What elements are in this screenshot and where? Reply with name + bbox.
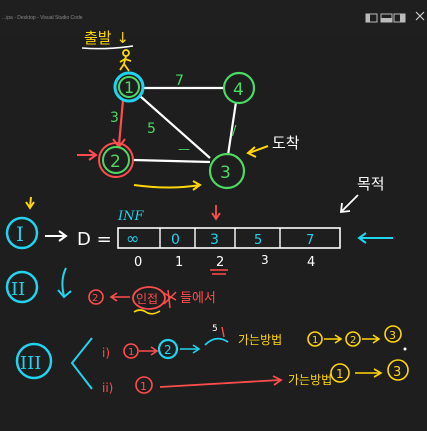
- array-cell-0: ∞: [126, 229, 139, 248]
- step3-line1-b: 2: [164, 343, 172, 357]
- edge-weight-1-4: 7: [175, 73, 184, 89]
- array-cell-1: 0: [171, 232, 180, 248]
- array-cell-4: 7: [306, 233, 314, 248]
- step3-line1-path-a: 1: [312, 335, 318, 346]
- step3-line1-path-b-badge: [345, 331, 361, 347]
- edge-1-3: [139, 95, 211, 159]
- edge-weight-4-3: /: [232, 124, 237, 139]
- adjacent-underline: [133, 309, 161, 315]
- step3-line1-a: 1: [128, 347, 134, 358]
- node-1-highlight: [113, 71, 145, 103]
- step3-line1-a-badge: [123, 343, 139, 359]
- node-3-label: 3: [220, 163, 231, 183]
- step1-label: I: [16, 222, 24, 246]
- layout-panel-icon[interactable]: [380, 12, 394, 24]
- arrive-arrow: [246, 145, 269, 158]
- distance-array-label: D =: [77, 229, 112, 250]
- red-arrow-index-2: [211, 205, 221, 221]
- step3-label: III: [20, 353, 41, 374]
- step3-line1-prefix: i): [102, 346, 110, 360]
- title-bar: ...ipa - Desktop - Visual Studio Code: [0, 0, 427, 38]
- step3-brace: [70, 337, 93, 390]
- edge-weight-1-3: 5: [147, 121, 156, 137]
- target-arrow: [339, 194, 359, 214]
- step3-line2-path-b: 3: [393, 365, 401, 380]
- adjacent-circle: [132, 286, 166, 310]
- yellow-arrow-2-to-3: [133, 180, 202, 191]
- step3-line2-long-arrow: [159, 375, 283, 388]
- array-index-0: 0: [134, 255, 142, 270]
- array-index-2: 2: [216, 255, 224, 270]
- array-cell-3: 5: [254, 233, 262, 248]
- edge-2-3: [133, 158, 211, 164]
- step1-arrow: [45, 230, 68, 242]
- step3-line2-a: 1: [140, 380, 147, 393]
- step3-line2-prefix: ii): [102, 381, 113, 395]
- edge-4-3: [226, 101, 238, 156]
- step2-badge: [5, 270, 39, 304]
- array-index-3: 3: [261, 253, 269, 267]
- step3-line2-path-b-badge: [387, 359, 409, 381]
- step3-line1-path-b: 2: [350, 335, 356, 346]
- edge-1-2: [117, 99, 125, 146]
- start-underline: [81, 45, 134, 50]
- distance-array-box: [117, 227, 341, 249]
- step3-line1-path-c: 3: [389, 329, 396, 342]
- layout-split-icon[interactable]: [393, 12, 407, 24]
- step3-line1-cyan-arrow: [180, 344, 201, 354]
- node-4-label: 4: [233, 80, 244, 100]
- node-1-label: 1: [124, 78, 134, 97]
- step3-line2-path-a: 1: [336, 367, 344, 381]
- step3-line1-dot: [403, 347, 407, 351]
- start-label: 출발 ↓: [84, 29, 129, 47]
- step3-line1-path-arrow-1: [324, 334, 343, 344]
- step3-line1-desc: 가는방법: [238, 333, 282, 347]
- arrive-label: 도착: [272, 134, 300, 152]
- step3-line1-path-a-badge: [307, 331, 323, 347]
- step1-down-arrow: [25, 196, 35, 210]
- step2-suffix: 들에서: [180, 291, 216, 306]
- step3-line2-a-badge: [135, 376, 153, 394]
- step2-arrow: [57, 267, 72, 299]
- step3-line1-b-badge: [157, 338, 179, 360]
- node-2: [102, 146, 130, 174]
- step3-line2-path-a-badge: [330, 363, 350, 383]
- array-index-4: 4: [307, 255, 315, 270]
- red-arrow-into-node-2: [77, 149, 98, 161]
- step2-circled: 인접: [136, 292, 158, 306]
- array-index-1: 1: [175, 255, 183, 270]
- node-2-highlight: [98, 142, 134, 178]
- window-title: ...ipa - Desktop - Visual Studio Code: [2, 15, 83, 21]
- step3-line1-small-arrow: [221, 326, 225, 338]
- step3-line1-path-c-badge: [384, 325, 402, 343]
- step2-left-arrow: [109, 292, 130, 302]
- step3-line1-curve: [204, 337, 229, 346]
- array-cell-2: 3: [210, 232, 219, 248]
- step3-line2-path-arrow: [355, 368, 383, 378]
- edge-weight-1-2: 3: [110, 110, 119, 126]
- step2-cross-marks: [161, 289, 177, 309]
- close-icon[interactable]: [414, 10, 426, 22]
- node-3: [208, 152, 246, 190]
- edge-weight-2-3: —: [178, 142, 190, 156]
- step3-line1-path-arrow-2: [362, 334, 381, 344]
- step3-badge: [15, 342, 53, 380]
- step3-line2-desc: 가는방법: [288, 373, 332, 387]
- step2-num: 2: [92, 293, 98, 304]
- node-2-label: 2: [110, 152, 121, 172]
- layout-sidebar-icon[interactable]: [365, 12, 379, 24]
- index-2-underline: [210, 269, 228, 275]
- node-1: [118, 76, 140, 98]
- step2-num-badge: [88, 289, 104, 305]
- walking-person-icon: [119, 49, 132, 72]
- step2-label: II: [11, 279, 25, 300]
- inf-label: INF: [117, 209, 145, 224]
- step1-badge: [5, 216, 39, 250]
- step3-line1-small: 5: [212, 324, 218, 334]
- step3-line1-arrow: [139, 346, 159, 356]
- cyan-arrow-left: [357, 232, 393, 244]
- node-4: [222, 71, 256, 105]
- target-label: 목적: [357, 175, 385, 193]
